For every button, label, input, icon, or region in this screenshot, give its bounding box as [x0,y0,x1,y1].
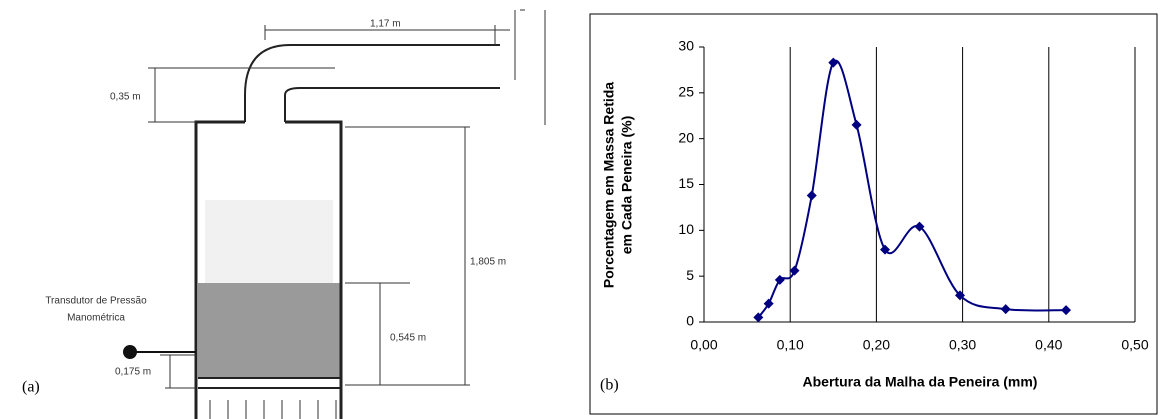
y-axis-label: em Cada Peneira (%) [619,116,635,255]
granular-bed [198,283,340,378]
dimension-lines [148,25,510,389]
y-tick-label: 0 [686,313,694,329]
y-tick-label: 15 [678,175,694,191]
point [789,265,800,276]
y-tick-label: 25 [678,84,694,100]
point [753,312,764,323]
panel-label: (a) [22,379,40,396]
dispersed-phase [205,200,333,283]
column-height-label: 1,805 m [470,257,506,268]
point [1000,304,1011,315]
point [828,57,839,68]
transducer-label: Manométrica [67,313,125,324]
outlet-pipe [244,44,500,122]
point [1061,305,1072,316]
y-tick-label: 20 [678,129,694,145]
point [851,119,862,130]
distributor [198,377,340,389]
panel-label: (b) [600,377,619,394]
y-tick-label: 5 [686,267,694,283]
width-label: 1,17 m [370,19,401,30]
y-axis-label: Porcentagem em Massa Retida [601,82,617,288]
inlet-arrows [209,400,337,419]
transducer-label: Transdutor de Pressão [45,296,147,307]
point [806,190,817,201]
x-tick-label: 0,30 [949,337,976,353]
x-tick-label: 0,50 [1121,337,1148,353]
y-tick-label: 30 [678,38,694,54]
tap-height-label: 0,175 m [115,367,151,378]
bed-height-label: 0,545 m [390,333,426,344]
x-tick-label: 0,20 [863,337,890,353]
point [880,244,891,255]
point [763,298,774,309]
x-axis-label: Abertura da Malha da Peneira (mm) [803,374,1038,390]
chart-frame [589,13,1158,415]
x-tick-label: 0,40 [1035,337,1062,353]
apparatus-diagram: 1,17 m 0,35 m 1,805 m 0,545 m 0,175 m Tr… [22,9,546,419]
series-line [757,59,1067,319]
point [774,274,785,285]
outlet-height-label: 0,35 m [110,92,141,103]
point [955,290,966,301]
pipe-detail [300,9,546,125]
x-tick-label: 0,10 [777,337,804,353]
y-tick-label: 10 [678,221,694,237]
point [914,221,925,232]
x-tick-label: 0,00 [690,337,717,353]
